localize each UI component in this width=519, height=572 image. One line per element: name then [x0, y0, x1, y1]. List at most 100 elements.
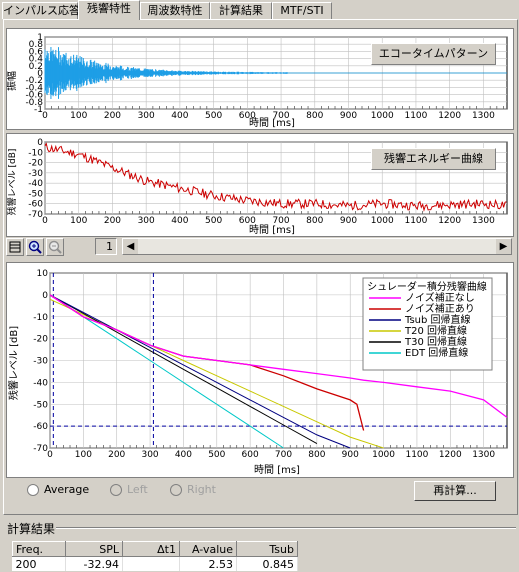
decay-xtick: 400: [175, 450, 192, 460]
energy-chart-frame: 0 100 200 300 400 500 600 700 800 900 1000 1100 1200…: [6, 133, 514, 237]
decay-ytick: -70: [33, 444, 48, 454]
layout-icon: [9, 241, 21, 253]
radio-circle[interactable]: [110, 484, 122, 496]
energy-xtick: 700: [272, 216, 289, 226]
echo-ytick: -0.8: [25, 98, 43, 108]
scroll-left-icon[interactable]: ◀: [123, 239, 138, 254]
energy-curve: [44, 142, 507, 212]
energy-ytick: -20: [28, 159, 43, 169]
energy-xtick: 300: [138, 216, 155, 226]
energy-ytick: -40: [28, 179, 43, 189]
energy-xtick: 1000: [371, 216, 394, 226]
results-table: Freq. SPL Δt1 A-value Tsub 200 -32.94 2.…: [12, 541, 298, 571]
decay-ytick: -30: [33, 357, 48, 367]
decay-chart-frame: 0 100 200 300 400 500 600 700 800 900 1000 1100 1200…: [6, 262, 514, 478]
zoom-out-button[interactable]: [46, 238, 64, 256]
cell-dt1: [122, 556, 180, 571]
decay-xtick: 1100: [405, 450, 428, 460]
tab-impulse-response[interactable]: インパルス応答: [2, 2, 80, 19]
legend-item: T30 回帰直線: [404, 335, 467, 348]
legend-item: Tsub 回帰直線: [404, 313, 471, 326]
tab-panel: [3, 19, 518, 515]
results-divider: [56, 527, 516, 529]
energy-xtick: 0: [42, 216, 48, 226]
energy-xlabel: 時間 [ms]: [249, 224, 295, 236]
radio-average[interactable]: Average: [27, 483, 89, 497]
echo-waveform: [44, 46, 507, 100]
energy-xtick: 800: [306, 216, 323, 226]
zoom-out-icon: [48, 240, 62, 254]
energy-ylabel: 残響レベル [dB]: [7, 149, 18, 216]
echo-xtick: 0: [42, 111, 48, 121]
radio-circle[interactable]: [170, 484, 182, 496]
page-number-field[interactable]: 1: [95, 238, 117, 255]
echo-chart: 0 100 200 300 400 500 600 700 800 900 1000 1100 1200…: [5, 33, 508, 129]
decay-series-2: [49, 294, 351, 449]
echo-xtick: 600: [239, 111, 256, 121]
col-a-value[interactable]: A-value: [179, 541, 237, 557]
decay-ytick: -10: [33, 313, 48, 323]
cell-tsub: 0.845: [236, 556, 298, 571]
decay-series-4: [49, 294, 318, 445]
decay-xtick: 500: [208, 450, 225, 460]
legend-item: EDT 回帰直線: [405, 346, 468, 359]
zoom-in-button[interactable]: [26, 238, 44, 256]
zoom-in-icon: [28, 240, 42, 254]
decay-xtick: 1200: [439, 450, 462, 460]
col-dt1[interactable]: Δt1: [122, 541, 180, 557]
radio-average-label: Average: [44, 483, 90, 496]
echo-ytick: 0.6: [29, 47, 44, 57]
echo-xtick: 400: [171, 111, 188, 121]
decay-xtick: 100: [75, 450, 92, 460]
decay-xtick: 300: [141, 450, 158, 460]
col-spl[interactable]: SPL: [65, 541, 123, 557]
tab-frequency[interactable]: 周波数特性: [140, 2, 210, 19]
energy-xtick: 600: [239, 216, 256, 226]
decay-xtick: 700: [275, 450, 292, 460]
layout-toggle-button[interactable]: [6, 238, 24, 256]
decay-xtick: 800: [308, 450, 325, 460]
tab-bar: インパルス応答 残響特性 周波数特性 計算結果 MTF/STI: [0, 0, 519, 20]
table-row[interactable]: 200 -32.94 2.53 0.845: [12, 556, 298, 571]
radio-right[interactable]: Right: [170, 483, 216, 497]
col-tsub[interactable]: Tsub: [236, 541, 298, 557]
energy-ytick: -30: [28, 169, 43, 179]
echo-pattern-button[interactable]: エコータイムパターン: [371, 43, 496, 65]
tab-reverb[interactable]: 残響特性: [78, 0, 140, 20]
echo-xtick: 1200: [438, 111, 461, 121]
echo-ytick: 0: [37, 69, 43, 79]
radio-left-label: Left: [127, 483, 148, 496]
echo-ytick: -1: [34, 105, 43, 115]
tab-mtf-sti[interactable]: MTF/STI: [272, 2, 332, 19]
energy-xtick: 1200: [438, 216, 461, 226]
energy-ytick: 0: [37, 138, 43, 148]
energy-ytick: -50: [28, 189, 43, 199]
energy-ytick: -70: [28, 210, 43, 220]
energy-xtick: 400: [171, 216, 188, 226]
decay-ytick: -20: [33, 335, 48, 345]
scroll-right-icon[interactable]: ▶: [496, 239, 511, 254]
decay-series-0: [49, 294, 508, 418]
echo-ytick: -0.6: [25, 91, 43, 101]
echo-xtick: 1100: [404, 111, 427, 121]
energy-xtick: 900: [340, 216, 357, 226]
radio-circle[interactable]: [27, 484, 39, 496]
decay-ytick: 0: [42, 291, 48, 301]
decay-series-5: [49, 294, 284, 449]
recalculate-button[interactable]: 再計算...: [414, 481, 496, 501]
decay-xtick: 1000: [372, 450, 395, 460]
horizontal-scrollbar[interactable]: ◀ ▶: [122, 238, 512, 255]
decay-ytick: 10: [37, 269, 49, 279]
energy-xtick: 1300: [472, 216, 495, 226]
echo-ytick: -0.4: [25, 83, 43, 93]
radio-left[interactable]: Left: [110, 483, 148, 497]
decay-ytick: -50: [33, 400, 48, 410]
echo-ytick: 0.4: [29, 55, 44, 65]
decay-xlabel: 時間 [ms]: [254, 464, 300, 476]
col-freq[interactable]: Freq.: [12, 541, 66, 557]
echo-xtick: 300: [138, 111, 155, 121]
tab-results[interactable]: 計算結果: [210, 2, 272, 19]
results-header-row: Freq. SPL Δt1 A-value Tsub: [12, 541, 298, 557]
energy-curve-button[interactable]: 残響エネルギー曲線: [371, 148, 496, 170]
